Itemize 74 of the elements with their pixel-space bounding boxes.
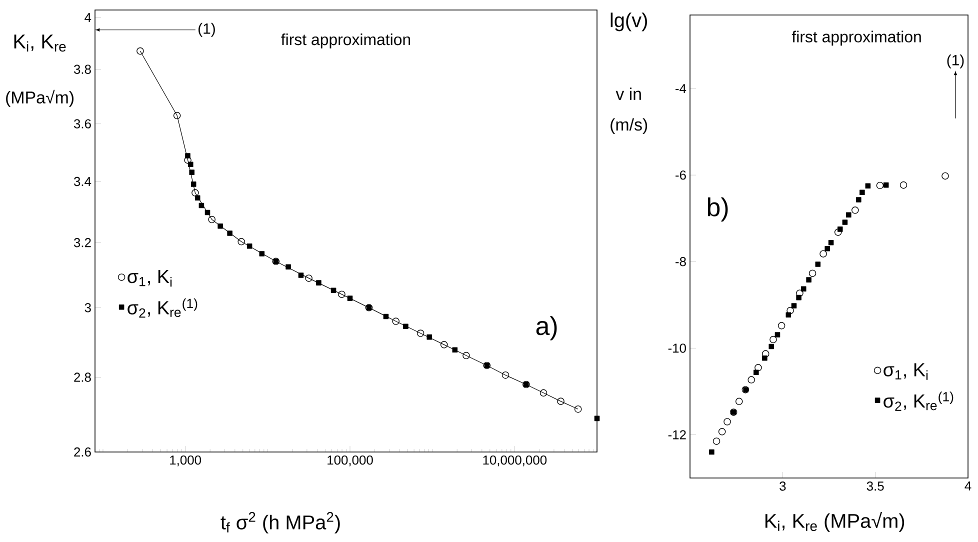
annotation: (1) xyxy=(947,54,964,68)
point xyxy=(828,240,834,246)
point xyxy=(837,226,843,232)
point xyxy=(709,449,714,455)
point xyxy=(852,206,859,214)
x-tick-label: 3.5 xyxy=(866,482,884,491)
y-tick-label: -10 xyxy=(668,344,686,353)
y-tick-label: 3 xyxy=(84,303,91,312)
point xyxy=(883,182,889,188)
point xyxy=(865,183,871,189)
point xyxy=(824,246,830,252)
y-tick-label: -4 xyxy=(676,84,686,94)
point xyxy=(786,306,794,314)
point xyxy=(786,312,792,318)
point xyxy=(942,172,949,180)
point xyxy=(900,181,908,189)
point xyxy=(808,270,816,277)
point xyxy=(791,303,797,308)
legend-label: σ$_{2}$, K$_{re}$(1) xyxy=(884,392,954,411)
point xyxy=(735,398,743,406)
point xyxy=(748,376,755,384)
y-tick-label: 3.6 xyxy=(74,119,91,128)
legend-label: σ$_{1}$, K$_{i}$ xyxy=(884,363,928,380)
point xyxy=(806,277,812,282)
x-tick-label: 10,000,000 xyxy=(483,456,547,466)
x-tick-label: 1,000 xyxy=(170,456,202,466)
annotation: a) xyxy=(536,316,557,340)
legend-label: σ$_{2}$, K$_{re}$(1) xyxy=(128,298,198,318)
point xyxy=(718,428,726,436)
y-tick-label: -6 xyxy=(676,170,686,180)
y-tick-label: 4 xyxy=(84,13,92,22)
y-tick-label: 2.6 xyxy=(74,447,91,457)
y-axis-title: lg(v) xyxy=(610,12,647,32)
point xyxy=(778,322,786,330)
text: (m/s) xyxy=(610,118,648,134)
annotation: (1) xyxy=(198,22,215,37)
x-tick-label: 100,000 xyxy=(328,456,373,466)
y-tick-label: 2.8 xyxy=(74,372,91,382)
point xyxy=(754,370,759,376)
x-tick-label: 3 xyxy=(780,482,786,491)
text: v in xyxy=(616,88,641,100)
x-axis-title: t$_{f}$ σ$^{2}$ (h MPa$^{2}$) xyxy=(220,512,340,534)
annotation: first approximation xyxy=(792,30,921,46)
point xyxy=(762,356,768,361)
point xyxy=(796,290,804,297)
annotation: first approximation xyxy=(281,33,410,48)
point xyxy=(846,212,852,218)
y-tick-label: 3.8 xyxy=(74,64,91,74)
point xyxy=(712,438,720,445)
point xyxy=(770,336,777,344)
x-axis-title: K$_{i}$, K$_{re}$ (MPa√m) xyxy=(765,512,904,532)
y-tick-label: -8 xyxy=(676,257,686,266)
point xyxy=(800,286,806,292)
point xyxy=(834,228,842,236)
point xyxy=(724,418,731,426)
legend-label: σ$_{1}$, K$_{i}$ xyxy=(128,270,172,287)
point xyxy=(815,262,821,267)
y-tick-label: 3.4 xyxy=(74,176,92,186)
point xyxy=(860,190,865,196)
point xyxy=(762,350,770,358)
y-axis-title: K$_{i}$, K$_{re}$ xyxy=(14,34,66,52)
annotation: b) xyxy=(708,197,728,222)
x-tick-label: 4 xyxy=(964,482,972,490)
text: (MPa√m) xyxy=(6,90,74,107)
point xyxy=(876,182,884,190)
point xyxy=(768,344,774,350)
point xyxy=(842,220,848,225)
point xyxy=(774,332,780,338)
point xyxy=(820,250,827,258)
point xyxy=(856,197,862,202)
point xyxy=(754,364,762,372)
y-tick-label: -12 xyxy=(668,430,686,440)
point xyxy=(796,294,802,300)
y-tick-label: 3.2 xyxy=(74,238,91,248)
